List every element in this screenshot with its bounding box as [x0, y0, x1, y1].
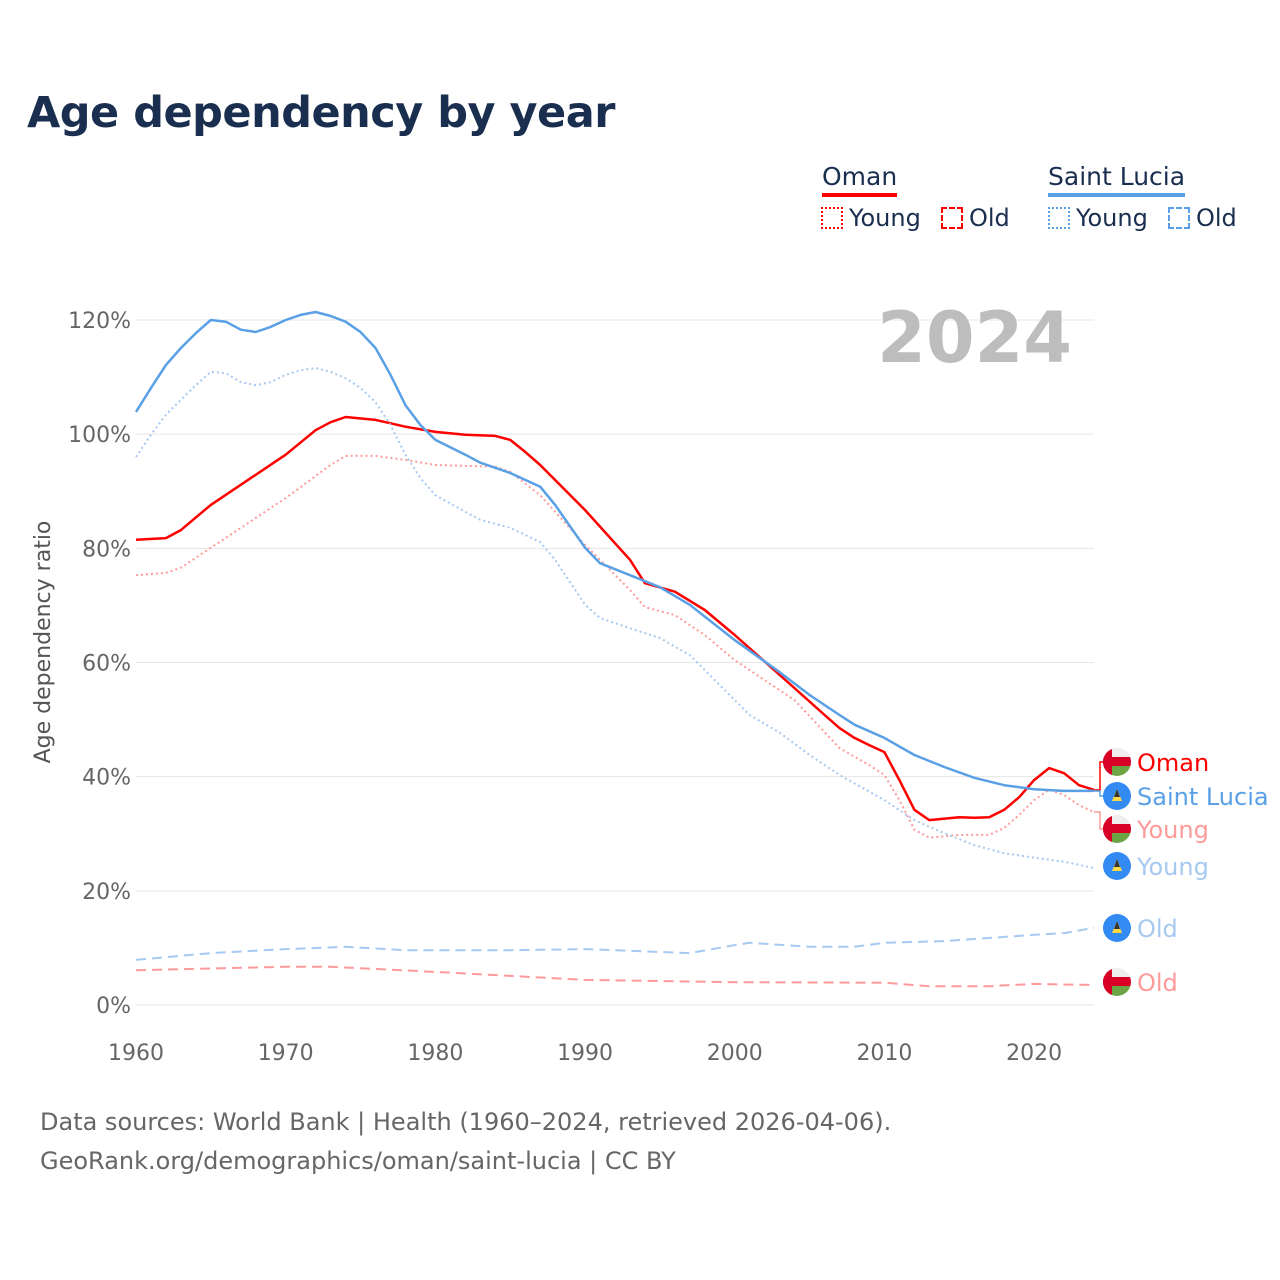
saint-lucia-flag-icon: [1103, 914, 1131, 942]
y-tick-label: 40%: [82, 766, 131, 791]
series-line-saint-lucia[interactable]: [134, 310, 1094, 793]
x-tick-label: 1970: [258, 1041, 314, 1066]
dashed-swatch-icon: [1168, 207, 1190, 229]
legend-oman-old[interactable]: Old: [941, 204, 1010, 232]
year-watermark: 2024: [877, 297, 1072, 379]
dotted-swatch-icon: [1048, 207, 1070, 229]
series-line-saint-lucia-old[interactable]: [135, 926, 1095, 961]
y-axis-label: Age dependency ratio: [31, 521, 56, 764]
y-tick-label: 80%: [82, 537, 131, 562]
end-label: Old: [1137, 969, 1178, 997]
legend-saint-lucia[interactable]: Saint Lucia: [1048, 162, 1186, 197]
series-line-oman-young[interactable]: [135, 454, 1095, 839]
legend-saint-lucia-old[interactable]: Old: [1168, 204, 1237, 232]
legend-saint-lucia-young[interactable]: Young: [1048, 204, 1148, 232]
oman-flag-icon: [1103, 968, 1131, 996]
x-tick-label: 2000: [707, 1041, 763, 1066]
y-tick-label: 60%: [82, 652, 131, 677]
series-line-oman[interactable]: [135, 415, 1095, 822]
end-label: Oman: [1137, 749, 1209, 777]
legend-oman-young[interactable]: Young: [821, 204, 921, 232]
y-tick-label: 0%: [96, 994, 131, 1019]
legend-oman[interactable]: Oman: [822, 162, 898, 197]
dotted-swatch-icon: [821, 207, 843, 229]
footer-link[interactable]: GeoRank.org/demographics/oman/saint-luci…: [40, 1147, 676, 1175]
oman-flag-icon: [1103, 748, 1131, 776]
end-label: Young: [1136, 853, 1209, 881]
x-tick-label: 1990: [557, 1041, 613, 1066]
x-tick-label: 2020: [1006, 1041, 1062, 1066]
end-label: Saint Lucia: [1137, 783, 1269, 811]
x-tick-label: 1960: [108, 1041, 164, 1066]
y-tick-label: 20%: [82, 880, 131, 905]
footer-sources: Data sources: World Bank | Health (1960–…: [40, 1108, 892, 1136]
x-tick-label: 1980: [407, 1041, 463, 1066]
y-tick-label: 100%: [68, 423, 131, 448]
chart-title: Age dependency by year: [27, 88, 615, 138]
end-label: Young: [1136, 816, 1209, 844]
end-label: Old: [1137, 915, 1178, 943]
saint-lucia-flag-icon: [1103, 782, 1131, 810]
x-tick-label: 2010: [856, 1041, 912, 1066]
series-line-oman-old[interactable]: [135, 965, 1095, 988]
series-line-saint-lucia-young[interactable]: [135, 367, 1095, 869]
saint-lucia-flag-icon: [1103, 852, 1131, 880]
dashed-swatch-icon: [941, 207, 963, 229]
oman-flag-icon: [1103, 815, 1131, 843]
y-tick-label: 120%: [68, 309, 131, 334]
